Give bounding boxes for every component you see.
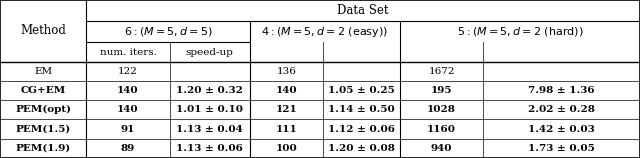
Text: 140: 140 (117, 105, 139, 114)
Text: 89: 89 (121, 144, 135, 153)
Text: $4 : (M = 5, d = 2\ \mathrm{(easy)})$: $4 : (M = 5, d = 2\ \mathrm{(easy)})$ (261, 25, 388, 39)
Text: 111: 111 (276, 125, 297, 134)
Text: 1.13 ± 0.06: 1.13 ± 0.06 (176, 144, 243, 153)
Text: 1.01 ± 0.10: 1.01 ± 0.10 (176, 105, 243, 114)
Text: 1.73 ± 0.05: 1.73 ± 0.05 (528, 144, 595, 153)
Text: num. iters.: num. iters. (100, 48, 156, 57)
Text: 2.02 ± 0.28: 2.02 ± 0.28 (528, 105, 595, 114)
Text: speed-up: speed-up (186, 48, 234, 57)
Text: PEM(1.5): PEM(1.5) (15, 125, 71, 134)
Text: 1028: 1028 (427, 105, 456, 114)
Text: 140: 140 (276, 86, 297, 95)
Text: EM: EM (34, 67, 52, 76)
Text: 7.98 ± 1.36: 7.98 ± 1.36 (528, 86, 595, 95)
Text: 100: 100 (276, 144, 297, 153)
Text: Data Set: Data Set (337, 4, 389, 17)
Text: PEM(opt): PEM(opt) (15, 105, 71, 114)
Text: 1672: 1672 (428, 67, 455, 76)
Text: 1160: 1160 (427, 125, 456, 134)
Text: CG+EM: CG+EM (20, 86, 66, 95)
Text: 122: 122 (118, 67, 138, 76)
Text: Method: Method (20, 24, 66, 37)
Text: 140: 140 (117, 86, 139, 95)
Text: 1.14 ± 0.50: 1.14 ± 0.50 (328, 105, 395, 114)
Text: 940: 940 (431, 144, 452, 153)
Text: 1.13 ± 0.04: 1.13 ± 0.04 (176, 125, 243, 134)
Text: 121: 121 (276, 105, 297, 114)
Text: 1.05 ± 0.25: 1.05 ± 0.25 (328, 86, 395, 95)
Text: 136: 136 (276, 67, 296, 76)
Text: 1.20 ± 0.32: 1.20 ± 0.32 (176, 86, 243, 95)
Text: 1.12 ± 0.06: 1.12 ± 0.06 (328, 125, 395, 134)
Text: 91: 91 (121, 125, 135, 134)
Text: PEM(1.9): PEM(1.9) (15, 144, 71, 153)
Text: 1.42 ± 0.03: 1.42 ± 0.03 (528, 125, 595, 134)
Text: 1.20 ± 0.08: 1.20 ± 0.08 (328, 144, 395, 153)
Text: 195: 195 (431, 86, 452, 95)
Text: $5 : (M = 5, d = 2\ \mathrm{(hard)})$: $5 : (M = 5, d = 2\ \mathrm{(hard)})$ (457, 25, 583, 38)
Text: $6 : (M = 5, d = 5)$: $6 : (M = 5, d = 5)$ (124, 25, 212, 38)
